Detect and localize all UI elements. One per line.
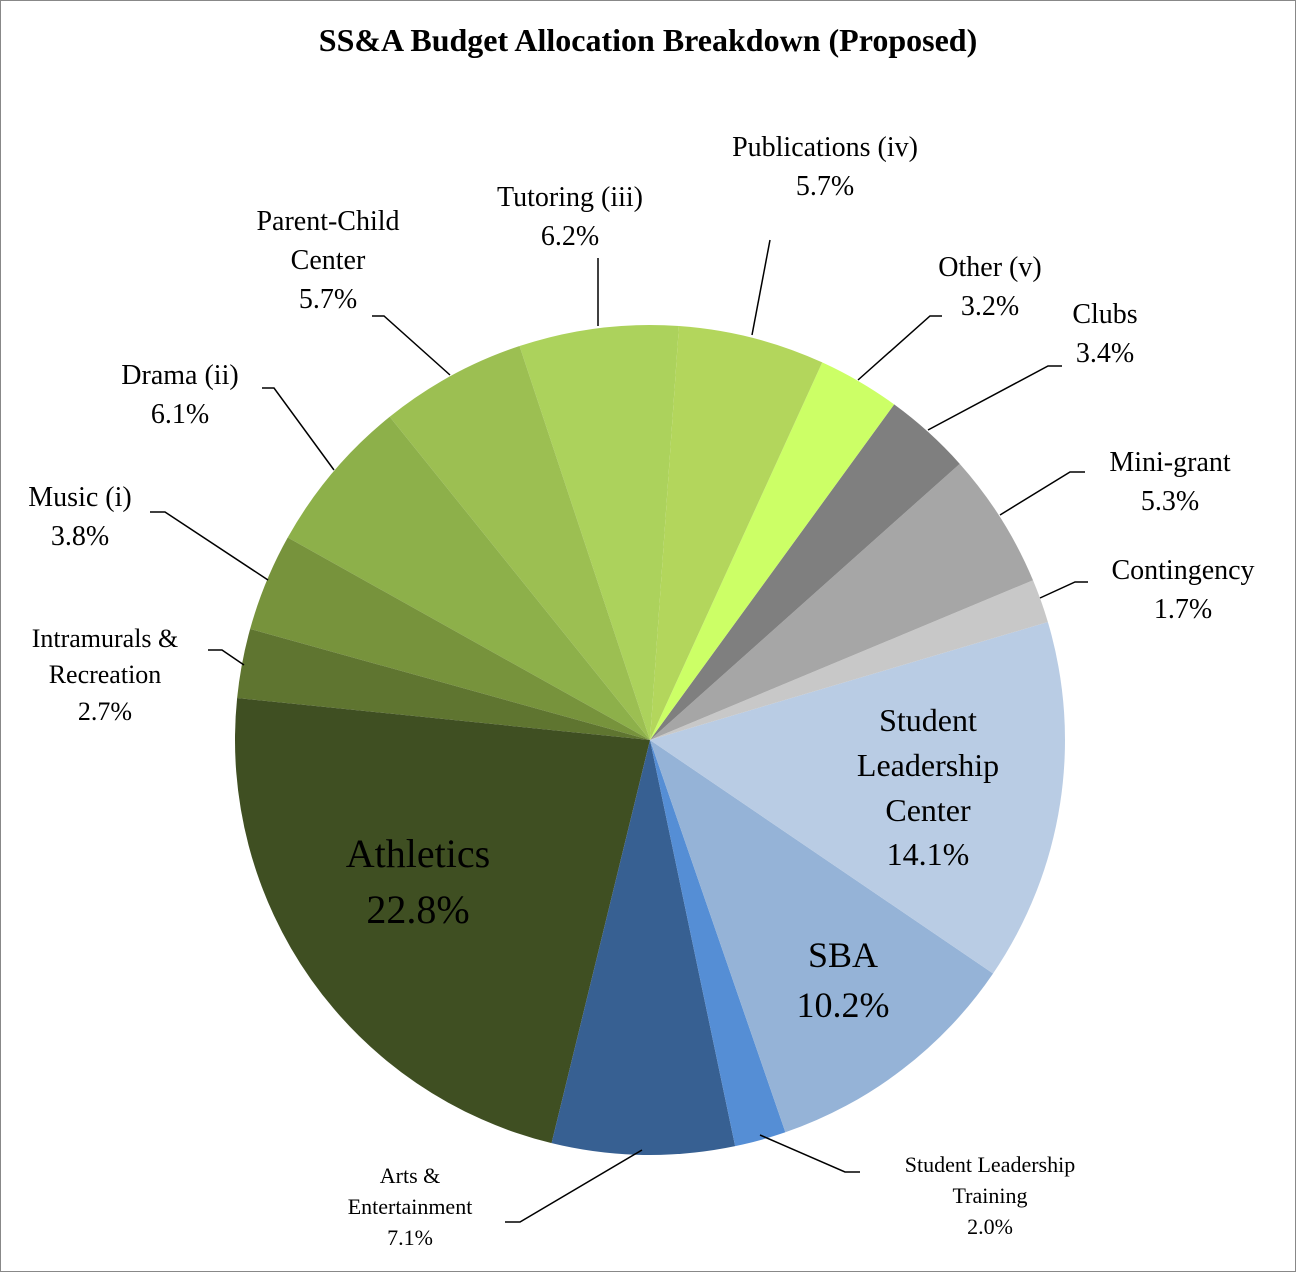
slice-label: Other (v) 3.2% [880, 248, 1100, 326]
value-label: 3.2% [960, 291, 1020, 323]
leader-line [999, 471, 1085, 516]
value-label: 14.1% [886, 836, 970, 873]
pie-slice [650, 740, 994, 1133]
leader-line [262, 387, 335, 471]
slice-label: Student Leadership Center 14.1% [828, 698, 1028, 877]
value-label: 2.0% [967, 1213, 1013, 1239]
category-label: Contingency [1111, 555, 1255, 586]
value-label: 6.1% [150, 399, 210, 431]
category-label: Clubs [1072, 299, 1138, 330]
leader-lines [150, 239, 1088, 1223]
leader-line [208, 649, 245, 666]
pie-slice [650, 404, 960, 740]
value-label: 3.8% [50, 521, 110, 553]
value-label: 3.4% [1075, 338, 1135, 370]
pie-slice [650, 326, 823, 740]
slice-label: Music (i) 3.8% [0, 478, 165, 556]
leader-line [927, 365, 1062, 431]
leader-line [751, 239, 771, 336]
pie-slice [650, 621, 1065, 974]
pie-slice [389, 346, 650, 740]
slice-label: Arts & Entertainment 7.1% [330, 1161, 490, 1253]
leader-line [857, 315, 942, 381]
category-label: Tutoring (iii) [497, 182, 643, 213]
leader-line [150, 511, 269, 581]
pie-slice [650, 362, 895, 740]
value-label: 5.7% [298, 284, 358, 316]
category-label: Student Leadership Training [904, 1152, 1076, 1208]
slice-label: Contingency 1.7% [1073, 551, 1293, 629]
slice-label: SBA 10.2% [743, 930, 943, 1031]
pie-slice [237, 628, 650, 740]
slice-label: Tutoring (iii) 6.2% [435, 178, 705, 256]
category-label: Publications (iv) [732, 132, 918, 163]
category-label: Parent-Child Center [256, 206, 400, 277]
pie-slice [650, 463, 1034, 740]
slice-label: Clubs 3.4% [1030, 295, 1180, 373]
slice-label: Parent-Child Center 5.7% [233, 202, 423, 320]
category-label: SBA [807, 935, 879, 975]
pie-slice [250, 537, 651, 740]
chart-title: SS&A Budget Allocation Breakdown (Propos… [318, 22, 978, 58]
value-label: 1.7% [1153, 594, 1213, 626]
pie-slice [650, 580, 1048, 740]
slice-label: Mini-grant 5.3% [1070, 443, 1270, 521]
category-label: Athletics [345, 831, 491, 876]
leader-line [505, 1149, 643, 1223]
category-label: Drama (ii) [121, 360, 239, 391]
pie-slice [235, 698, 650, 1144]
category-label: Music (i) [28, 482, 132, 513]
category-label: Arts & Entertainment [347, 1163, 473, 1219]
value-label: 7.1% [387, 1224, 433, 1250]
value-label: 2.7% [77, 696, 133, 726]
value-label: 22.8% [366, 887, 470, 932]
pie-slice [287, 416, 650, 740]
category-label: Other (v) [938, 252, 1042, 283]
value-label: 6.2% [540, 221, 600, 253]
category-label: Mini-grant [1109, 447, 1231, 478]
leader-line [372, 315, 451, 376]
pie-slice [519, 325, 679, 740]
value-label: 5.3% [1140, 486, 1200, 518]
slice-label: Athletics 22.8% [293, 826, 543, 938]
category-label: Intramurals & Recreation [31, 624, 179, 690]
leader-line [759, 1134, 860, 1173]
category-label: Student Leadership Center [856, 702, 1000, 828]
slice-label: Student Leadership Training 2.0% [865, 1150, 1115, 1242]
value-label: 5.7% [795, 171, 855, 203]
pie-slice [551, 740, 736, 1155]
slice-label: Intramurals & Recreation 2.7% [5, 621, 205, 730]
slice-label: Drama (ii) 6.1% [80, 356, 280, 434]
slice-label: Publications (iv) 5.7% [725, 128, 925, 206]
value-label: 10.2% [796, 985, 890, 1026]
pie-slice [650, 740, 786, 1147]
leader-line [1039, 581, 1088, 599]
